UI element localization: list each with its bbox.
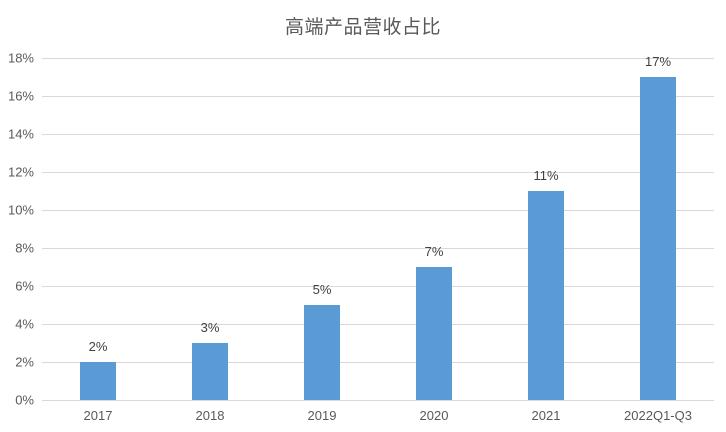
bar-2017 [80,362,116,400]
data-label: 5% [312,282,332,297]
y-tick-label: 8% [15,240,34,256]
x-tick-label: 2020 [419,408,449,423]
bar-2018 [192,343,228,400]
y-tick-label: 6% [15,278,34,294]
x-tick-label: 2018 [195,408,225,423]
gridline [42,172,714,173]
gridline [42,248,714,249]
y-tick-label: 12% [7,164,34,180]
gridline [42,58,714,59]
y-tick-label: 0% [15,392,34,408]
bar-2019 [304,305,340,400]
x-axis: 2017 2018 2019 2020 2021 2022Q1-Q3 [42,407,714,427]
data-label: 7% [424,244,444,259]
y-tick-label: 18% [7,50,34,66]
bar-2021 [528,191,564,400]
gridline [42,96,714,97]
y-tick-label: 10% [7,202,34,218]
gridline [42,210,714,211]
plot-area: 2% 3% 5% 7% 11% 17% [42,54,714,401]
data-label: 2% [88,339,108,354]
y-tick-label: 16% [7,88,34,104]
x-tick-label: 2017 [83,408,113,423]
bar-2022Q1-Q3 [640,77,676,400]
x-tick-label: 2019 [307,408,337,423]
y-tick-label: 2% [15,354,34,370]
y-tick-label: 4% [15,316,34,332]
data-label: 17% [644,54,672,69]
x-axis-line [42,400,714,401]
gridline [42,324,714,325]
gridline [42,134,714,135]
data-label: 3% [200,320,220,335]
y-axis: 0% 2% 4% 6% 8% 10% 12% 14% 16% 18% [0,51,34,408]
chart-title: 高端产品营收占比 [284,17,441,38]
gridline [42,286,714,287]
data-label: 11% [533,168,559,183]
x-tick-label: 2021 [531,408,561,423]
bar-2020 [416,267,452,400]
gridline [42,362,714,363]
y-tick-label: 14% [7,126,34,142]
x-tick-label: 2022Q1-Q3 [624,408,692,423]
